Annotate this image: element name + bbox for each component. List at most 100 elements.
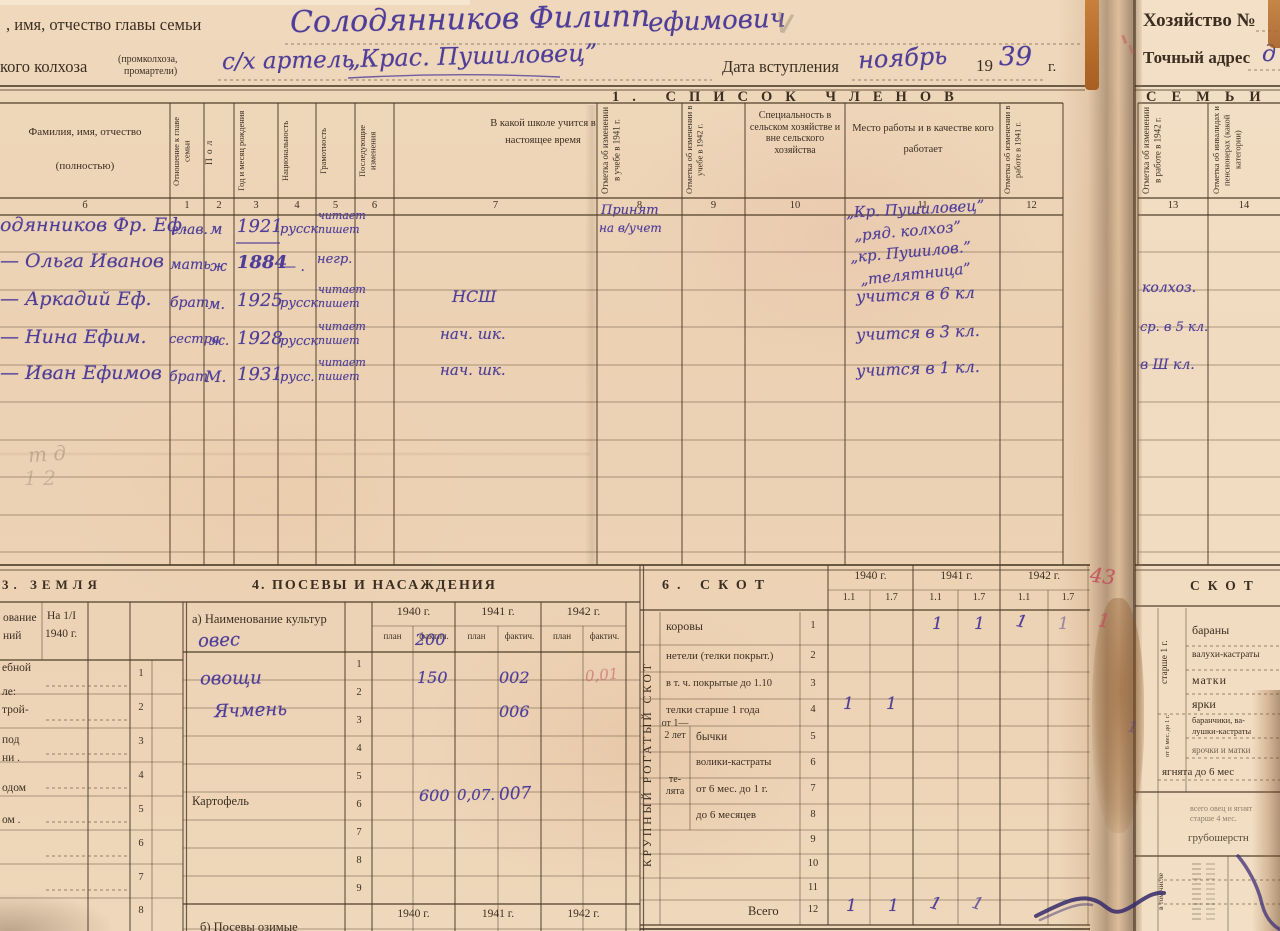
member-birth-year: 1884 bbox=[237, 252, 288, 273]
crops-plan-header: план bbox=[552, 631, 572, 641]
member-name: одянников Фр. Еф. bbox=[0, 214, 189, 236]
livestock-row-num: 4 bbox=[810, 704, 816, 715]
paper-stain bbox=[60, 380, 480, 620]
crops-year-header: 1942 г. bbox=[566, 604, 601, 618]
members-section-title: 1. СПИСОК ЧЛЕНОВ bbox=[612, 89, 967, 105]
land-row-num: 5 bbox=[138, 804, 144, 815]
livestock-group-label: те- лята bbox=[665, 774, 685, 797]
member-literacy: пишет bbox=[318, 334, 360, 347]
member-name: — Аркадий Еф. bbox=[0, 288, 152, 310]
livestock-mark: 1 bbox=[1058, 614, 1069, 634]
crops-row-num: 6 bbox=[356, 799, 362, 810]
land-col-date: На 1/I bbox=[47, 610, 77, 622]
sheep-row-label: лушки-кастраты bbox=[1192, 726, 1252, 736]
paper-crease bbox=[0, 452, 590, 456]
member-birth-year: 1921 bbox=[237, 216, 283, 237]
col-header-name-2: (полностью) bbox=[55, 160, 115, 172]
livestock-group-label: от 1—2 лет bbox=[661, 718, 689, 741]
household-number-label: Хозяйство № bbox=[1143, 10, 1256, 31]
member-nationality: русс. bbox=[280, 370, 315, 385]
crops-section-title: 4. ПОСЕВЫ И НАСАЖДЕНИЯ bbox=[252, 578, 497, 593]
land-row-num: 2 bbox=[138, 702, 144, 713]
member-birth-year: 1931 bbox=[237, 364, 283, 385]
member-birth-year: 1925 bbox=[237, 290, 283, 311]
kolkhoz-label: кого колхоза bbox=[0, 57, 88, 76]
member-study-note: на в/учет bbox=[599, 221, 662, 235]
member-right-note: ср. в 5 кл. bbox=[1140, 320, 1209, 335]
join-year-suffix: г. bbox=[1048, 59, 1057, 75]
crops-year-header: 1941 г. bbox=[481, 604, 515, 618]
sheep-row-label: ягнята до 6 мес bbox=[1162, 766, 1235, 778]
crop-value: 200 bbox=[415, 630, 446, 649]
land-row-num: 7 bbox=[138, 872, 144, 883]
member-study-note: Принят bbox=[601, 203, 659, 218]
crop-name-printed: Картофель bbox=[192, 794, 249, 808]
crop-value: 006 bbox=[499, 702, 530, 721]
land-col-fragment: ование bbox=[3, 612, 37, 624]
col-num: 2 bbox=[216, 200, 222, 211]
member-sex: ж bbox=[210, 257, 228, 275]
member-literacy: читает bbox=[318, 356, 366, 369]
member-school: нач. шк. bbox=[440, 361, 506, 379]
land-section-title: 3. ЗЕМЛЯ bbox=[2, 577, 102, 592]
crops-plan-header: план bbox=[383, 631, 402, 641]
member-right-note: колхоз. bbox=[1142, 280, 1197, 296]
livestock-row-label: бычки bbox=[696, 731, 728, 743]
livestock-row-label: коровы bbox=[666, 619, 703, 633]
sheep-row-label: бараны bbox=[1192, 623, 1230, 637]
livestock-year-header: 1940 г. bbox=[854, 570, 887, 582]
crops-year-header-bottom: 1940 г. bbox=[397, 908, 430, 920]
col-num: 10 bbox=[789, 200, 801, 211]
crop-value: 150 bbox=[417, 668, 448, 687]
land-row-fragment: ле: bbox=[2, 686, 17, 698]
crop-value: 600 bbox=[419, 786, 450, 805]
livestock-mark: 1 bbox=[932, 614, 943, 634]
sheep-section-title: СКОТ bbox=[1190, 578, 1261, 593]
livestock-row-num: 3 bbox=[810, 678, 816, 689]
orange-corner-top-right bbox=[1268, 0, 1280, 48]
paper-stain bbox=[620, 80, 1040, 380]
crop-value: 0,07. bbox=[457, 786, 496, 804]
member-nationality: — . bbox=[282, 259, 305, 275]
livestock-mark: 1 bbox=[888, 896, 899, 916]
orange-binding-top bbox=[1085, 0, 1099, 90]
livestock-mark: 1 bbox=[886, 694, 897, 714]
bottom-left-shadow bbox=[0, 894, 110, 931]
land-row-fragment: одом bbox=[2, 782, 27, 794]
land-row-num: 1 bbox=[138, 668, 144, 679]
kolkhoz-note-line2: промартели) bbox=[124, 66, 178, 77]
col-num: 9 bbox=[710, 200, 717, 211]
col-num: 7 bbox=[492, 200, 499, 211]
top-edge-sliver bbox=[0, 0, 470, 5]
land-row-num: 6 bbox=[138, 838, 144, 849]
livestock-row-label: волики-кастраты bbox=[696, 757, 772, 768]
member-nationality: русск bbox=[280, 296, 319, 311]
pencil-note: 1 2 bbox=[24, 466, 56, 490]
member-sex: ж. bbox=[209, 333, 230, 349]
crops-name-col-header: а) Наименование культур bbox=[192, 612, 327, 626]
livestock-row-num: 10 bbox=[807, 858, 819, 869]
col-num: 8 bbox=[636, 200, 643, 211]
crops-row-num: 5 bbox=[356, 771, 362, 782]
sheep-row-label: матки bbox=[1192, 673, 1228, 687]
crops-plan-header: план bbox=[467, 631, 486, 641]
land-row-fragment: трой- bbox=[2, 704, 29, 716]
land-row-num: 3 bbox=[138, 736, 144, 747]
sheep-row-label: ярочки и матки bbox=[1192, 745, 1251, 755]
crops-row-num: 7 bbox=[356, 827, 362, 838]
members-section-title-right: СЕМЬИ bbox=[1146, 89, 1276, 105]
family-head-label: , имя, отчество главы семьи bbox=[6, 15, 202, 34]
address-value-handwritten: д bbox=[1262, 42, 1276, 67]
join-year-printed: 19 bbox=[976, 56, 993, 75]
member-birth-year: 1928 bbox=[237, 328, 283, 349]
join-date-label: Дата вступления bbox=[722, 57, 839, 76]
sheep-row-label: валухи-кастраты bbox=[1192, 650, 1260, 660]
member-literacy: читает bbox=[318, 209, 366, 222]
livestock-mark: 1 bbox=[974, 614, 985, 634]
col-num: 11 bbox=[917, 200, 928, 211]
col-header-school: В какой школе учится в настоящее время bbox=[490, 118, 596, 146]
land-row-fragment: ебной bbox=[2, 662, 32, 674]
livestock-row-num: 8 bbox=[810, 809, 816, 820]
